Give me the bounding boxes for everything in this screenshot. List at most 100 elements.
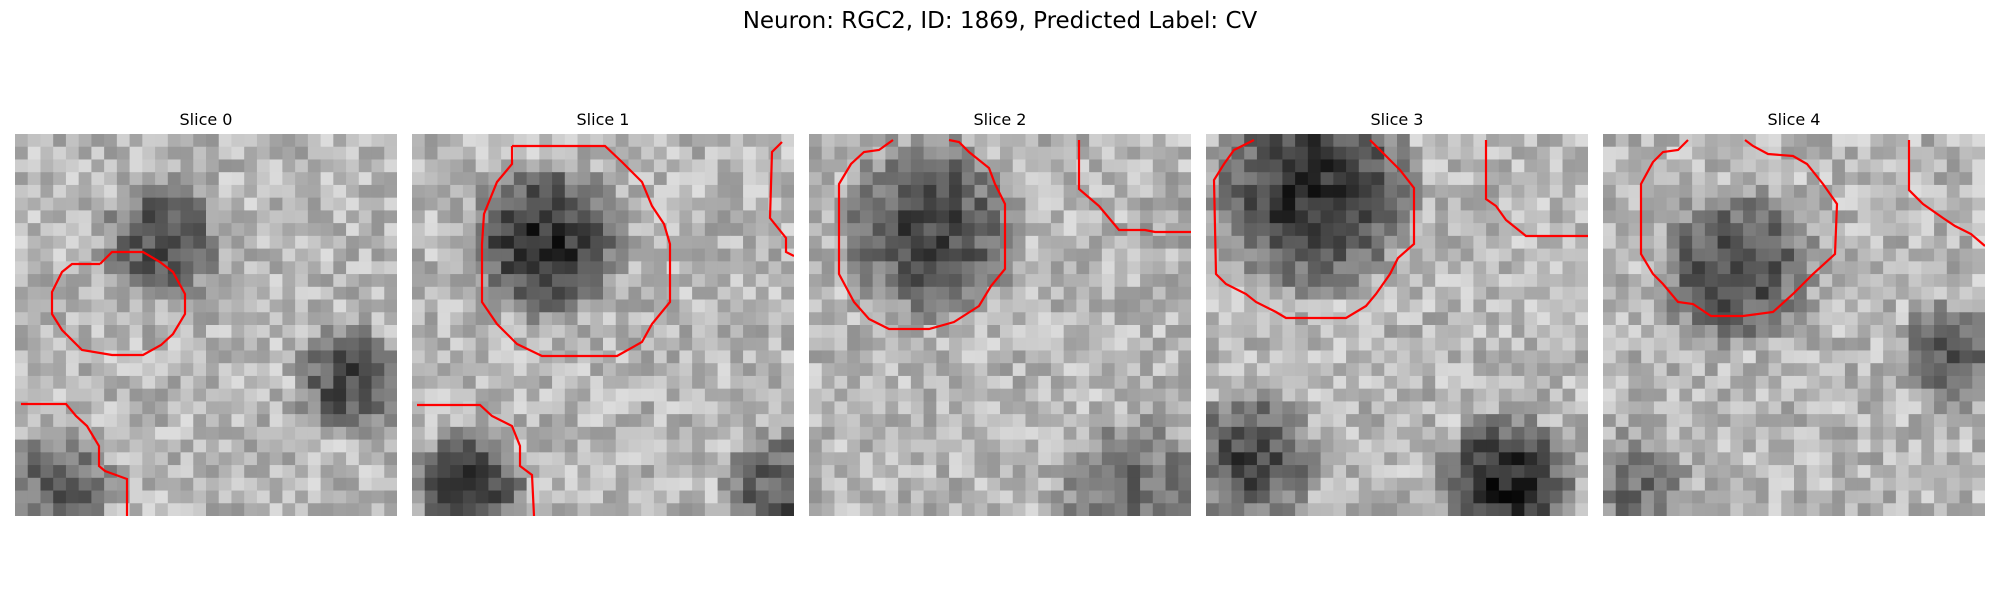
pixel: [193, 401, 206, 414]
pixel: [295, 147, 308, 160]
pixel: [1807, 350, 1820, 363]
pixel: [1448, 300, 1461, 313]
pixel: [1410, 147, 1423, 160]
pixel: [1422, 503, 1435, 516]
pixel: [1038, 452, 1051, 465]
pixel: [244, 134, 257, 147]
pixel: [667, 350, 680, 363]
pixel: [412, 223, 425, 236]
pixel: [1435, 134, 1448, 147]
pixel: [1270, 376, 1283, 389]
pixel: [1206, 376, 1219, 389]
pixel: [1102, 427, 1115, 440]
pixel: [1486, 440, 1499, 453]
pixel: [756, 312, 769, 325]
pixel: [1435, 363, 1448, 376]
pixel: [501, 300, 514, 313]
pixel: [1934, 389, 1947, 402]
pixel: [91, 312, 104, 325]
pixel: [1076, 210, 1089, 223]
pixel: [270, 376, 283, 389]
pixel: [333, 503, 346, 516]
pixel: [1127, 172, 1140, 185]
pixel: [1730, 338, 1743, 351]
pixel: [924, 172, 937, 185]
pixel: [1064, 376, 1077, 389]
pixel: [1628, 465, 1641, 478]
pixel: [1422, 261, 1435, 274]
pixel: [66, 287, 79, 300]
pixel: [40, 325, 53, 338]
pixel: [873, 261, 886, 274]
pixel: [1499, 300, 1512, 313]
pixel: [1575, 338, 1588, 351]
pixel: [1692, 312, 1705, 325]
pixel: [1206, 427, 1219, 440]
pixel: [1025, 363, 1038, 376]
pixel: [743, 312, 756, 325]
pixel: [308, 338, 321, 351]
pixel: [1870, 350, 1883, 363]
pixel: [924, 210, 937, 223]
pixel: [53, 452, 66, 465]
pixel: [975, 376, 988, 389]
pixel: [975, 223, 988, 236]
pixel: [1524, 172, 1537, 185]
pixel: [193, 261, 206, 274]
pixel: [718, 159, 731, 172]
pixel: [1410, 249, 1423, 262]
pixel: [1934, 287, 1947, 300]
pixel: [1858, 427, 1871, 440]
pixel: [1921, 172, 1934, 185]
pixel: [257, 491, 270, 504]
pixel: [1270, 363, 1283, 376]
pixel: [1166, 147, 1179, 160]
pixel: [924, 300, 937, 313]
pixel: [28, 452, 41, 465]
pixel: [809, 478, 822, 491]
pixel: [295, 478, 308, 491]
pixel: [219, 389, 232, 402]
pixel: [1794, 261, 1807, 274]
pixel: [321, 350, 334, 363]
pixel: [1692, 414, 1705, 427]
pixel: [1921, 491, 1934, 504]
pixel: [463, 401, 476, 414]
pixel: [321, 312, 334, 325]
pixel: [962, 261, 975, 274]
pixel: [450, 503, 463, 516]
pixel: [333, 223, 346, 236]
pixel: [975, 185, 988, 198]
pixel: [1257, 198, 1270, 211]
pixel: [514, 287, 527, 300]
pixel: [1206, 185, 1219, 198]
pixel: [219, 440, 232, 453]
pixel: [987, 363, 1000, 376]
pixel: [244, 249, 257, 262]
pixel: [66, 172, 79, 185]
pixel: [692, 185, 705, 198]
pixel: [1140, 198, 1153, 211]
pixel: [476, 312, 489, 325]
pixel: [1550, 287, 1563, 300]
pixel: [1410, 223, 1423, 236]
pixel: [1654, 172, 1667, 185]
pixel: [1896, 389, 1909, 402]
pixel: [1499, 236, 1512, 249]
pixel: [1384, 236, 1397, 249]
pixel: [1718, 134, 1731, 147]
pixel: [616, 210, 629, 223]
pixel: [295, 249, 308, 262]
pixel: [1219, 261, 1232, 274]
pixel: [1832, 223, 1845, 236]
pixel: [437, 261, 450, 274]
pixel: [1756, 440, 1769, 453]
pixel: [1781, 338, 1794, 351]
pixel: [282, 261, 295, 274]
pixel: [231, 185, 244, 198]
pixel: [692, 147, 705, 160]
pixel: [425, 465, 438, 478]
pixel: [1499, 478, 1512, 491]
pixel: [1115, 478, 1128, 491]
pixel: [1473, 249, 1486, 262]
